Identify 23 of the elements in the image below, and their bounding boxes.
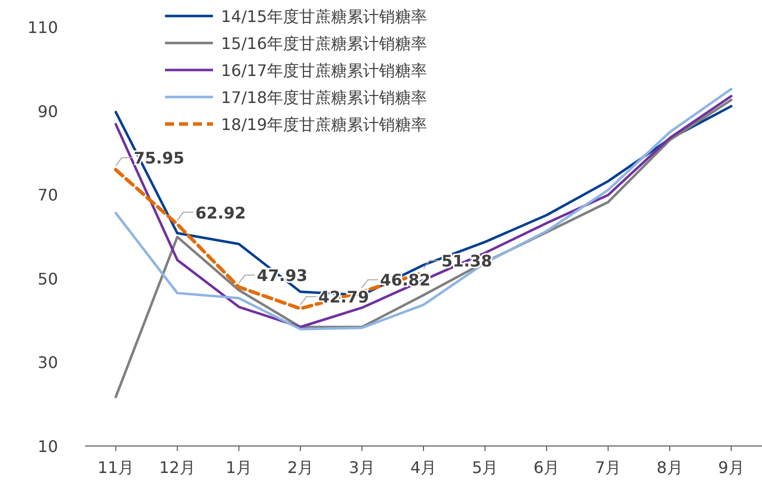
x-tick-label: 9月 [718, 458, 744, 477]
x-tick-label: 4月 [410, 458, 437, 477]
legend-label: 15/16年度甘蔗糖累计销糖率 [221, 34, 428, 53]
y-tick-label: 90 [38, 102, 58, 121]
x-tick-label: 2月 [287, 458, 314, 477]
y-tick-label: 50 [38, 269, 58, 288]
y-tick-label: 10 [38, 437, 58, 456]
x-tick-label: 6月 [533, 458, 560, 477]
legend-label: 17/18年度甘蔗糖累计销糖率 [221, 88, 428, 107]
x-tick-label: 8月 [656, 458, 683, 477]
y-tick-label: 70 [38, 186, 58, 205]
legend-label: 14/15年度甘蔗糖累计销糖率 [221, 7, 428, 26]
legend-label: 16/17年度甘蔗糖累计销糖率 [221, 61, 428, 80]
x-tick-label: 1月 [226, 458, 252, 477]
y-tick-label: 110 [27, 18, 58, 37]
x-tick-label: 12月 [159, 458, 196, 477]
x-tick-label: 11月 [98, 458, 134, 477]
x-tick-label: 7月 [595, 458, 622, 477]
y-tick-label: 30 [38, 353, 58, 372]
x-tick-label: 3月 [348, 458, 376, 477]
legend-label: 18/19年度甘蔗糖累计销糖率 [221, 115, 428, 134]
data-label: 62.92 [195, 203, 246, 222]
x-tick-label: 5月 [472, 458, 498, 477]
